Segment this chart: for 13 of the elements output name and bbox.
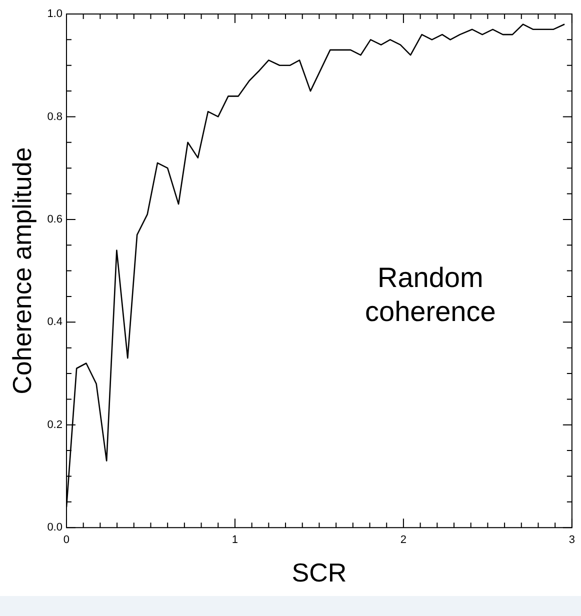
y-axis-title: Coherence amplitude <box>6 147 37 394</box>
y-tick-label: 0.0 <box>47 522 62 534</box>
y-tick-label: 0.6 <box>47 213 62 226</box>
y-tick-label: 0.2 <box>47 418 62 431</box>
x-tick-label: 1 <box>232 534 238 546</box>
y-tick-label: 0.4 <box>47 316 62 328</box>
x-tick-label: 0 <box>63 534 70 546</box>
y-tick-label: 0.8 <box>47 110 62 123</box>
y-tick-label: 1.0 <box>47 8 62 20</box>
x-tick-label: 3 <box>568 534 576 546</box>
x-tick-label: 2 <box>400 534 407 546</box>
annotation: Random coherence <box>365 262 496 328</box>
x-axis-title: SCR <box>292 558 347 588</box>
